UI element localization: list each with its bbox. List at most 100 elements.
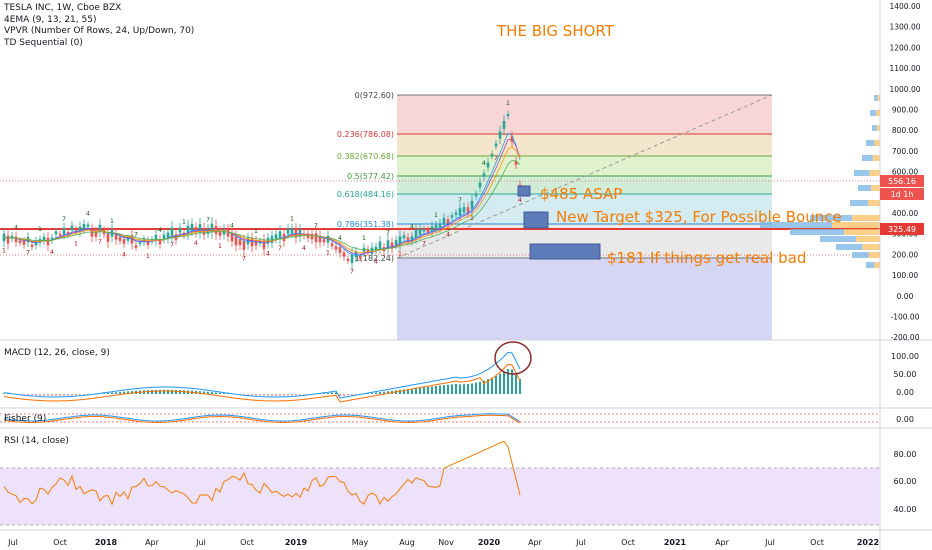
td-count: 1	[182, 218, 186, 226]
candle-body	[198, 224, 202, 233]
vpvr-bar-up	[872, 125, 877, 131]
candle-body	[78, 226, 82, 232]
candle-body	[418, 228, 422, 235]
hline-price-label: 325.49	[888, 225, 916, 234]
td-count: 7	[386, 228, 390, 236]
target-box-325[interactable]	[523, 211, 549, 229]
td-count: 1	[218, 242, 222, 250]
macd-hist-bar	[503, 371, 505, 394]
td-count: 7	[278, 244, 282, 252]
candle-body	[486, 162, 490, 168]
macd-hist-bar	[263, 394, 265, 396]
td-count: 4	[230, 222, 234, 230]
candle-body	[398, 236, 402, 245]
macd-circle-annotation[interactable]	[494, 341, 532, 375]
vpvr-bar-up	[862, 155, 873, 161]
time-axis[interactable]: Jul Oct 2018 Apr Jul Oct 2019 May Aug Nov 2020 Apr J…	[7, 538, 879, 547]
macd-hist-bar	[219, 392, 221, 394]
vpvr-bar-down	[871, 185, 880, 191]
candle-body	[334, 246, 338, 250]
macd-hist-bar	[351, 394, 353, 396]
rsi-pane[interactable]	[0, 440, 880, 526]
macd-hist-bar	[39, 394, 41, 396]
rsi-legend[interactable]: RSI (14, close)	[4, 436, 69, 446]
candle-body	[14, 236, 18, 243]
candle-body	[238, 239, 242, 245]
indicator-td[interactable]: TD Sequential (0)	[4, 37, 83, 48]
main-price-pane[interactable]: 0(972.60) 0.236(786.08) 0.382(670.68) 0.…	[0, 22, 880, 340]
vpvr-bar-down	[868, 252, 880, 258]
candle-body	[346, 258, 350, 262]
countdown-label: 1d 1h	[891, 190, 914, 199]
last-price-label: 556.16	[888, 177, 916, 186]
fib-label-0618: 0.618(484.16)	[337, 190, 394, 199]
time-tick-label: Jul	[764, 538, 775, 547]
ema-lines	[3, 132, 521, 257]
time-tick-label: Apr	[145, 538, 160, 547]
chart-legend: TESLA INC, 1W, Cboe BZX 4EMA (9, 13, 21,…	[4, 3, 194, 49]
vpvr-bar-down	[852, 215, 880, 221]
candle-body	[98, 224, 102, 232]
fisher-legend[interactable]: Fisher (9)	[4, 414, 47, 424]
macd-hist-bar	[119, 391, 121, 394]
macd-hist-bar	[507, 369, 509, 394]
indicator-ema[interactable]: 4EMA (9, 13, 21, 55)	[4, 14, 97, 25]
macd-hist-bar	[327, 392, 329, 394]
macd-pane[interactable]	[3, 341, 532, 403]
price-tick-label: 1000.00	[889, 85, 920, 94]
macd-hist-bar	[27, 394, 29, 395]
target-485-annotation[interactable]: $485 ASAP	[540, 185, 622, 203]
macd-legend[interactable]: MACD (12, 26, close, 9)	[4, 348, 110, 358]
symbol-title[interactable]: TESLA INC, 1W, Cboe BZX	[4, 3, 122, 13]
macd-hist-bar	[83, 394, 85, 395]
ema-line	[3, 139, 521, 255]
macd-hist-bar	[67, 394, 69, 396]
candle-body	[242, 241, 246, 250]
target-325-annotation[interactable]: New Target $325, For Possible Bounce	[556, 208, 842, 226]
macd-hist-bar	[251, 394, 253, 396]
candle-body	[70, 225, 74, 231]
target-181-annotation[interactable]: $181 If things get real bad	[607, 249, 806, 267]
candle-body	[262, 240, 266, 250]
macd-hist-bar	[271, 394, 273, 396]
macd-tick: 0.00	[896, 388, 914, 397]
candle-body	[50, 237, 54, 241]
candle-body	[366, 249, 370, 253]
time-tick-label: Apr	[528, 538, 543, 547]
ema-line	[3, 160, 521, 251]
target-box-181[interactable]	[529, 243, 601, 260]
macd-hist-bar	[303, 394, 305, 395]
fisher-pane[interactable]	[0, 413, 880, 424]
candle-body	[466, 207, 470, 214]
chart-title-annotation[interactable]: THE BIG SHORT	[496, 22, 615, 40]
macd-hist-bar	[331, 392, 333, 394]
candle-body	[290, 228, 294, 234]
macd-hist-bar	[291, 394, 293, 396]
candle-body	[254, 240, 258, 246]
macd-hist-bar	[491, 377, 493, 394]
price-axis[interactable]: 1400.00 1300.00 1200.00 1100.00 1000.00 900.0…	[889, 2, 920, 342]
time-tick-label: 2019	[285, 538, 308, 547]
countdown-badge	[880, 188, 924, 200]
candle-body	[34, 240, 38, 246]
macd-hist-bar	[515, 374, 517, 394]
price-tick-label: -200.00	[891, 333, 920, 342]
macd-hist-bar	[419, 387, 421, 394]
td-count: 4	[446, 231, 450, 239]
time-tick-label: 2018	[95, 538, 118, 547]
vpvr-bar-down	[877, 95, 880, 101]
td-count: 1	[326, 248, 330, 256]
candle-body	[394, 240, 398, 245]
macd-hist-bar	[519, 379, 521, 394]
macd-hist-bar	[107, 392, 109, 394]
vpvr-bar-up	[810, 215, 852, 221]
fisher-tick: 0.00	[896, 415, 914, 424]
indicator-vpvr[interactable]: VPVR (Number Of Rows, 24, Up/Down, 70)	[4, 26, 195, 36]
td-count: 1	[110, 217, 114, 225]
candle-body	[226, 229, 230, 237]
target-box-485[interactable]	[517, 185, 531, 197]
vpvr-bar-up	[836, 244, 863, 250]
macd-hist-bar	[55, 394, 57, 396]
rsi-tick: 40.00	[894, 505, 917, 514]
